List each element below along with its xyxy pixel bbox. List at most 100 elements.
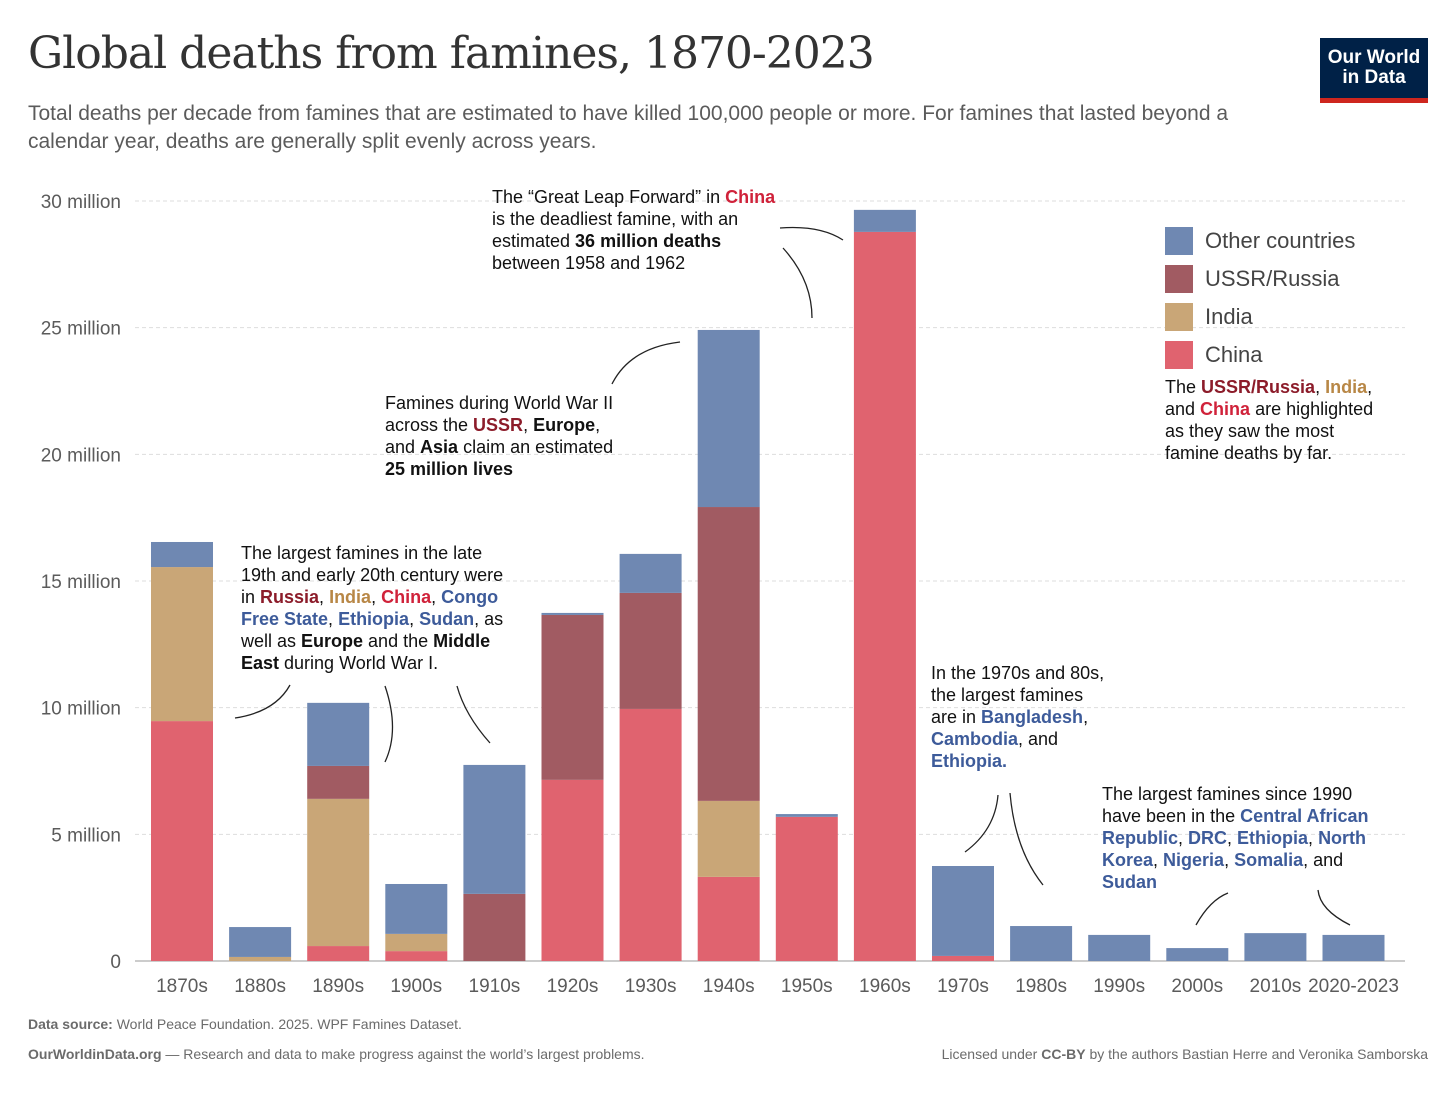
bar-other-countries-2020-2023[interactable] bbox=[1322, 934, 1385, 961]
x-tick-label: 1930s bbox=[625, 976, 677, 997]
annotation-text: China bbox=[725, 187, 776, 207]
bar-other-countries-1920s[interactable] bbox=[541, 612, 604, 615]
bar-other-countries-1870s[interactable] bbox=[151, 541, 213, 568]
annotation-text: Korea bbox=[1102, 850, 1154, 870]
bar-china-1890s[interactable] bbox=[307, 946, 370, 961]
x-tick-label: 1980s bbox=[1015, 976, 1067, 997]
annotation-text: , bbox=[328, 609, 339, 629]
bar-ussr-russia-1930s[interactable] bbox=[619, 592, 682, 709]
annotation-text: , bbox=[1153, 850, 1164, 870]
bar-ussr-russia-1890s[interactable] bbox=[307, 765, 370, 799]
x-tick-label: 1950s bbox=[781, 976, 833, 997]
arrow bbox=[234, 684, 291, 719]
bar-india-1870s[interactable] bbox=[151, 567, 213, 722]
bar-other-countries-1890s[interactable] bbox=[307, 702, 370, 766]
arrow bbox=[1195, 892, 1229, 926]
annotation-text: USSR bbox=[473, 415, 524, 435]
annotation-ww2: Famines during World War II across the US… bbox=[385, 392, 613, 480]
bar-china-1940s[interactable] bbox=[697, 876, 760, 961]
x-tick-label: 2010s bbox=[1250, 976, 1302, 997]
bar-other-countries-1990s[interactable] bbox=[1088, 934, 1151, 961]
bar-india-1900s[interactable] bbox=[385, 933, 448, 952]
bar-other-countries-1960s[interactable] bbox=[853, 209, 916, 232]
annotation-text: are in bbox=[931, 707, 982, 727]
arrow bbox=[782, 247, 813, 319]
data-source: Data source: World Peace Foundation. 202… bbox=[28, 1016, 462, 1032]
source-label: Data source: bbox=[28, 1016, 113, 1032]
bar-china-1870s[interactable] bbox=[151, 721, 213, 961]
owid-logo[interactable]: Our World in Data bbox=[1320, 38, 1428, 103]
y-tick-label: 15 million bbox=[41, 572, 121, 593]
legend-item-china[interactable]: China bbox=[1165, 336, 1355, 374]
annotation-text: North bbox=[1318, 828, 1367, 848]
bar-china-1920s[interactable] bbox=[541, 779, 604, 961]
x-tick-label: 1880s bbox=[234, 976, 286, 997]
annotation-text: , bbox=[1178, 828, 1189, 848]
bar-other-countries-1930s[interactable] bbox=[619, 553, 682, 593]
annotation-text: Asia bbox=[420, 437, 459, 457]
annotation-text: 19th and early 20th century were bbox=[241, 565, 504, 585]
bar-china-1960s[interactable] bbox=[853, 231, 916, 961]
license-post: by the authors Bastian Herre and Veronik… bbox=[1085, 1046, 1428, 1062]
bar-other-countries-1950s[interactable] bbox=[775, 814, 838, 817]
annotation-text: and bbox=[385, 437, 421, 457]
site-credit: OurWorldinData.org — Research and data t… bbox=[28, 1046, 645, 1062]
annotation-text: the largest famines bbox=[931, 685, 1084, 705]
bar-china-1930s[interactable] bbox=[619, 708, 682, 961]
bar-india-1940s[interactable] bbox=[697, 800, 760, 877]
bar-other-countries-1980s[interactable] bbox=[1010, 926, 1073, 961]
legend-swatch bbox=[1165, 303, 1193, 331]
annotation-text: 25 million lives bbox=[385, 459, 514, 479]
legend-item-other[interactable]: Other countries bbox=[1165, 222, 1355, 260]
arrow bbox=[1317, 889, 1351, 926]
annotation-text: China bbox=[1200, 399, 1251, 419]
legend-item-ussr[interactable]: USSR/Russia bbox=[1165, 260, 1355, 298]
annotation-text: In the 1970s and 80s, bbox=[931, 663, 1105, 683]
annotation-text: , bbox=[431, 587, 442, 607]
x-tick-label: 1990s bbox=[1093, 976, 1145, 997]
annotation-text: The “Great Leap Forward” in bbox=[492, 187, 726, 207]
chart-subtitle: Total deaths per decade from famines tha… bbox=[28, 102, 1229, 153]
bar-other-countries-1970s[interactable] bbox=[932, 866, 994, 956]
bar-other-countries-1880s[interactable] bbox=[229, 927, 292, 957]
bar-china-1900s[interactable] bbox=[385, 951, 448, 961]
chart-title: Global deaths from famines, 1870-2023 bbox=[28, 28, 875, 79]
annotation-text: China bbox=[381, 587, 432, 607]
bar-china-1970s[interactable] bbox=[932, 955, 994, 961]
annotation-text: and the bbox=[363, 631, 434, 651]
legend-label: India bbox=[1205, 304, 1253, 329]
annotation-text: The largest famines since 1990 bbox=[1102, 784, 1353, 804]
annotation-since-1990: The largest famines since 1990 have been … bbox=[1102, 783, 1369, 893]
bar-ussr-russia-1910s[interactable] bbox=[463, 893, 526, 961]
bar-other-countries-2010s[interactable] bbox=[1244, 933, 1307, 961]
annotation-text: Republic bbox=[1102, 828, 1179, 848]
annotation-text: East bbox=[241, 653, 280, 673]
annotation-text: India bbox=[329, 587, 372, 607]
annotation-text: Free State bbox=[241, 609, 329, 629]
bar-other-countries-2000s[interactable] bbox=[1166, 948, 1229, 961]
bar-india-1880s[interactable] bbox=[229, 956, 292, 961]
x-tick-label: 1940s bbox=[703, 976, 755, 997]
arrow bbox=[456, 685, 491, 744]
bar-other-countries-1900s[interactable] bbox=[385, 883, 448, 934]
bar-india-1890s[interactable] bbox=[307, 798, 370, 947]
annotation-text: Europe bbox=[533, 415, 596, 435]
y-tick-label: 5 million bbox=[51, 825, 121, 846]
bar-other-countries-1910s[interactable] bbox=[463, 764, 526, 894]
annotation-text: across the bbox=[385, 415, 474, 435]
annotation-text: , bbox=[1227, 828, 1238, 848]
x-tick-label: 2000s bbox=[1171, 976, 1223, 997]
site-link[interactable]: OurWorldinData.org bbox=[28, 1046, 162, 1062]
x-tick-label: 2020-2023 bbox=[1308, 976, 1399, 997]
annotation-text: well as bbox=[241, 631, 302, 651]
annotation-text: Somalia bbox=[1234, 850, 1304, 870]
license-link[interactable]: CC-BY bbox=[1041, 1046, 1086, 1062]
legend-item-india[interactable]: India bbox=[1165, 298, 1355, 336]
arrow bbox=[1009, 792, 1044, 886]
bar-ussr-russia-1940s[interactable] bbox=[697, 507, 760, 801]
bar-other-countries-1940s[interactable] bbox=[697, 329, 760, 508]
bar-china-1950s[interactable] bbox=[775, 816, 838, 961]
bar-ussr-russia-1920s[interactable] bbox=[541, 614, 604, 780]
annotation-text: Ethiopia. bbox=[931, 751, 1007, 771]
legend-swatch bbox=[1165, 227, 1193, 255]
